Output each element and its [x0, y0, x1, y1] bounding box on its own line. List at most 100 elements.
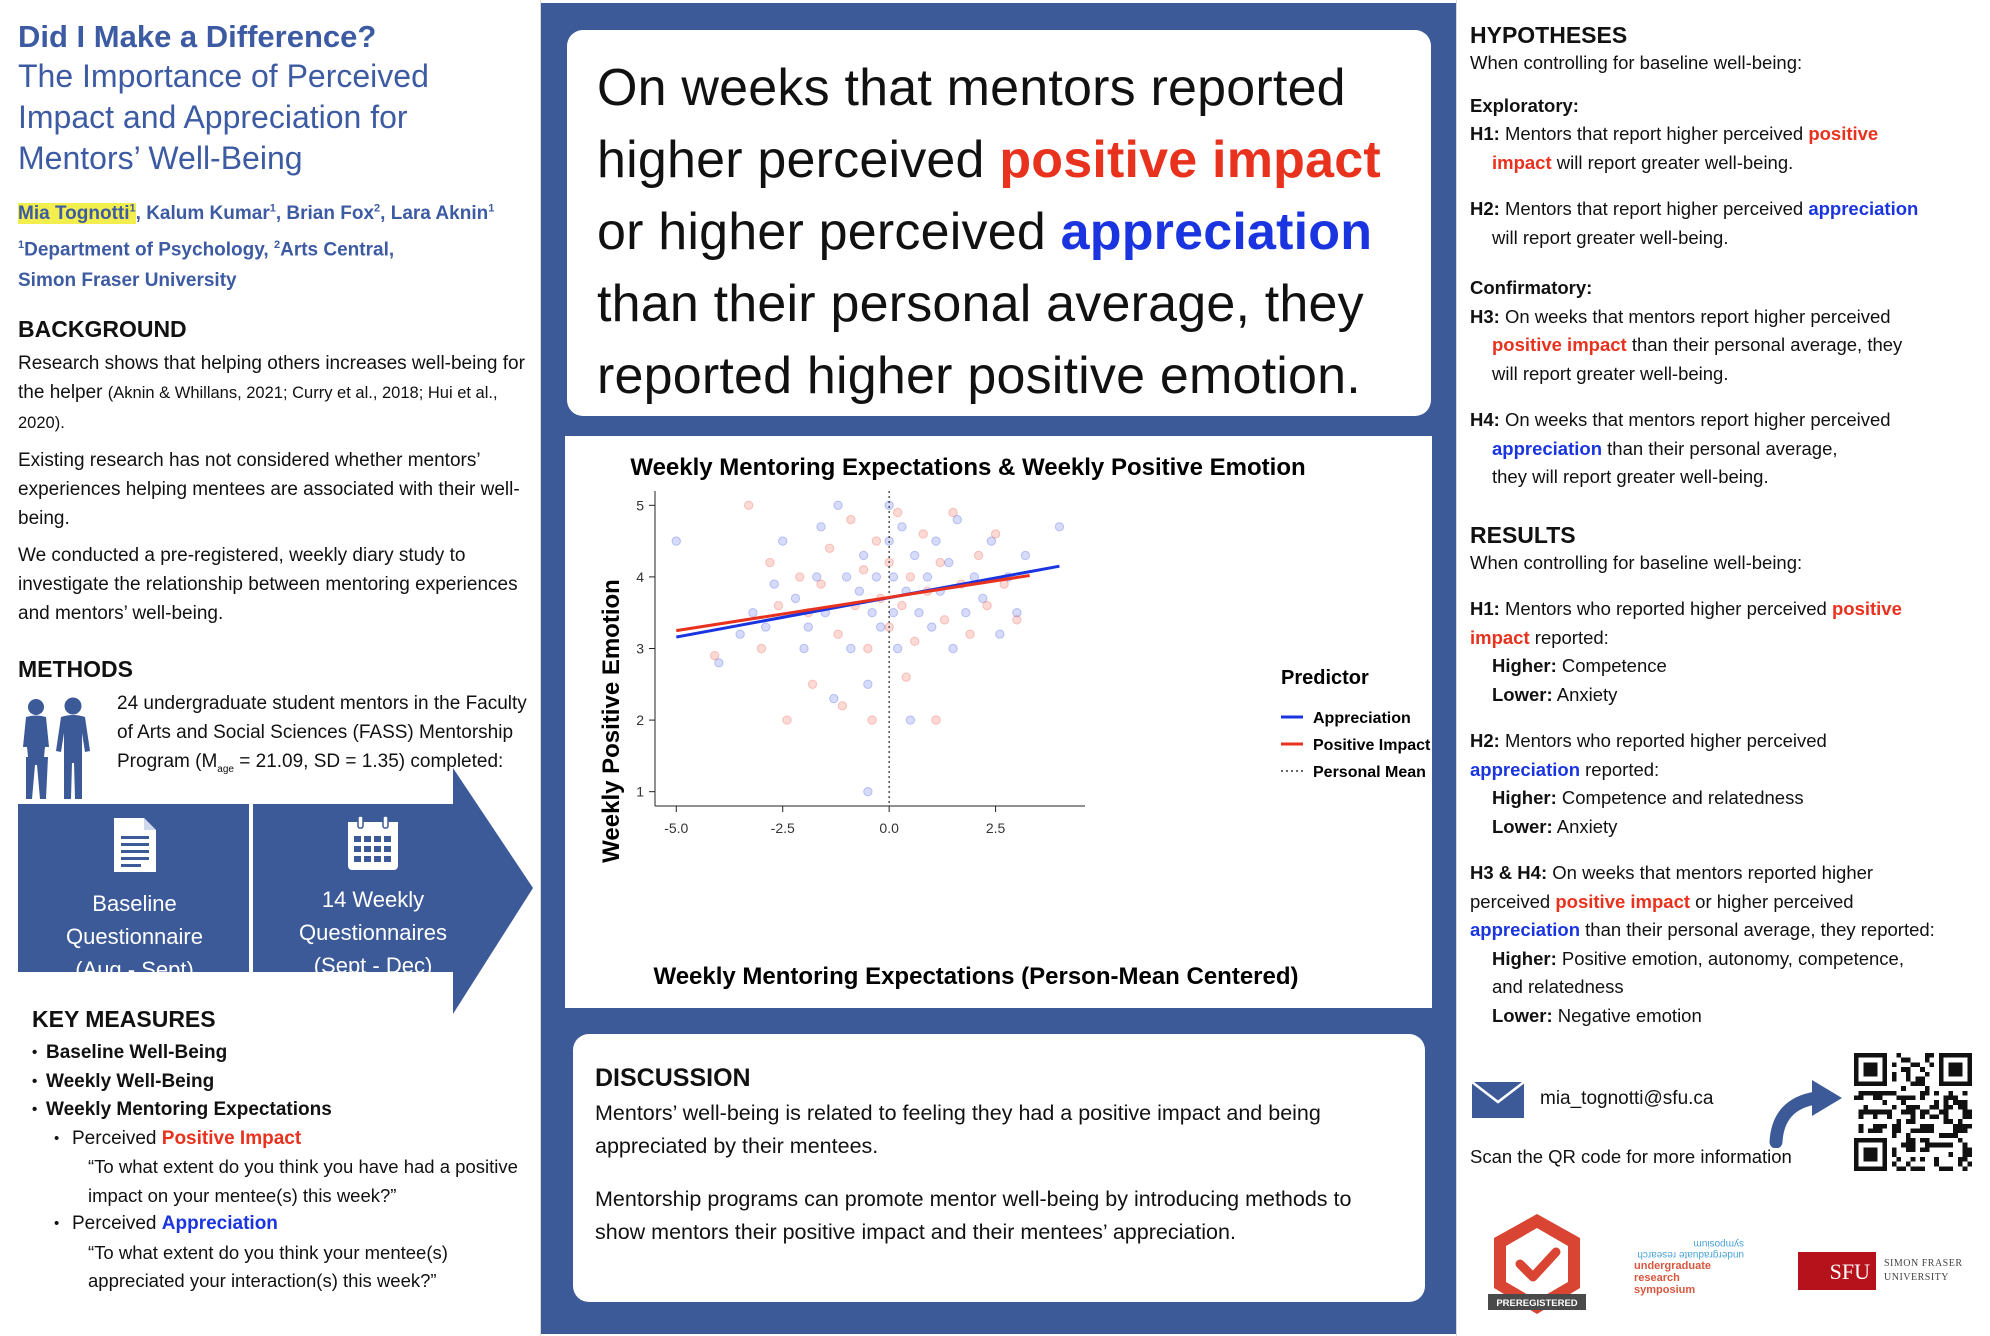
measure-baseline: Baseline Well-Being [32, 1039, 537, 1068]
result-h2: H2: Mentors who reported higher perceive… [1470, 730, 1827, 837]
point-appreciation [863, 679, 873, 689]
background-paragraph-1: Research shows that helping others incre… [18, 352, 525, 432]
point-appreciation [833, 500, 843, 511]
point-appreciation [922, 572, 933, 582]
preregistered-badge: PREREGISTERED [1488, 1214, 1586, 1314]
point-appreciation [892, 643, 903, 654]
point-positive-impact [773, 600, 784, 611]
point-positive-impact [1012, 615, 1022, 625]
hypothesis-h3: H3: On weeks that mentors report higher … [1470, 305, 1903, 384]
y-tick-label: 3 [636, 641, 644, 657]
hypotheses-heading: HYPOTHESES [1470, 22, 1628, 48]
headline-finding: On weeks that mentors reported higher pe… [567, 30, 1431, 416]
point-appreciation [790, 593, 801, 604]
logos-row: PREREGISTERED undergraduate research sym… [1470, 1210, 1990, 1330]
point-positive-impact [765, 557, 775, 568]
point-appreciation [714, 658, 724, 668]
point-appreciation [948, 643, 958, 654]
point-appreciation [799, 643, 809, 654]
point-appreciation [760, 622, 771, 632]
point-appreciation [986, 536, 997, 546]
point-positive-impact [709, 650, 720, 661]
measure-positive-impact: Perceived Positive Impact [32, 1125, 537, 1154]
y-tick-label: 5 [636, 497, 644, 513]
methods-text: 24 undergraduate student mentors in the … [117, 692, 527, 775]
discussion-heading: DISCUSSION [595, 1064, 751, 1092]
key-measures-list: Baseline Well-Being Weekly Well-Being We… [32, 1039, 537, 1296]
curved-arrow-icon [1769, 1080, 1842, 1148]
fit-line-positive-impact [676, 573, 1030, 633]
point-appreciation [978, 593, 988, 604]
point-positive-impact [935, 557, 945, 568]
hypothesis-h2: H2: Mentors that report higher perceived… [1470, 198, 1919, 248]
question-appreciation: “To what extent do you think your mentee… [88, 1241, 448, 1292]
point-positive-impact [858, 565, 869, 575]
point-appreciation [1054, 522, 1065, 532]
right-column: HYPOTHESES When controlling for baseline… [1470, 0, 1990, 1336]
weekly-questionnaires-step: 14 Weekly Questionnaires (Sept - Dec) [253, 804, 493, 978]
university: Simon Fraser University [18, 269, 237, 291]
y-tick-label: 1 [636, 784, 644, 800]
discussion-paragraph-2: Mentorship programs can promote mentor w… [595, 1187, 1352, 1244]
point-appreciation [812, 572, 822, 582]
qr-instruction: Scan the QR code for more information [1470, 1146, 1792, 1167]
point-appreciation [944, 557, 954, 568]
point-positive-impact [807, 679, 818, 689]
author-4: , Lara Aknin1 [380, 203, 495, 225]
chart-xlabel: Weekly Mentoring Expectations (Person-Me… [653, 963, 1298, 990]
scatter-chart: Weekly Mentoring Expectations & Weekly P… [598, 454, 1431, 990]
hypotheses-intro: When controlling for baseline well-being… [1470, 52, 1803, 73]
preregistered-label: PREREGISTERED [1496, 1298, 1577, 1309]
point-appreciation [952, 514, 962, 525]
x-tick-label: 2.5 [986, 820, 1006, 836]
point-positive-impact [918, 529, 928, 539]
point-positive-impact [973, 550, 984, 561]
point-appreciation [888, 572, 899, 582]
point-appreciation [846, 643, 856, 654]
measure-expectations: Weekly Mentoring Expectations [32, 1096, 537, 1125]
point-appreciation [910, 550, 920, 561]
qr-code[interactable] [1854, 1053, 1972, 1171]
divider [540, 0, 541, 1336]
point-positive-impact [867, 715, 877, 725]
point-positive-impact [990, 529, 1001, 539]
point-appreciation [816, 522, 826, 532]
point-appreciation [897, 522, 907, 532]
point-positive-impact [892, 507, 903, 518]
point-appreciation [863, 786, 873, 797]
point-positive-impact [982, 600, 992, 611]
contact-section: mia_tognotti@sfu.ca Scan the QR code for… [1470, 1050, 1990, 1180]
author-3: , Brian Fox2 [275, 203, 381, 225]
author-list: Mia Tognotti1, Kalum Kumar1, Brian Fox2,… [18, 193, 540, 296]
point-appreciation [995, 629, 1005, 639]
x-tick-label: -5.0 [664, 820, 688, 836]
background-heading: BACKGROUND [18, 315, 187, 342]
left-column: Did I Make a Difference? The Importance … [0, 0, 540, 1336]
results-heading: RESULTS [1470, 521, 1576, 548]
point-positive-impact [846, 514, 856, 525]
divider [1456, 0, 1457, 1336]
baseline-questionnaire-step: Baseline Questionnaire (Aug - Sept) [18, 804, 251, 982]
point-appreciation [769, 579, 779, 589]
point-positive-impact [939, 615, 950, 625]
point-positive-impact [756, 643, 767, 654]
result-h3-h4: H3 & H4: On weeks that mentors reported … [1470, 862, 1935, 1026]
point-appreciation [858, 550, 869, 561]
center-column: On weeks that mentors reported higher pe… [541, 3, 1456, 1334]
poster-subtitle-line-3: Mentors’ Well-Being [18, 140, 303, 176]
point-positive-impact [833, 629, 843, 639]
y-tick-label: 2 [636, 712, 644, 728]
email-link[interactable]: mia_tognotti@sfu.ca [1540, 1088, 1714, 1109]
point-appreciation [871, 572, 882, 582]
point-appreciation [905, 715, 916, 725]
point-positive-impact [816, 579, 826, 589]
point-appreciation [748, 608, 758, 618]
poster-subtitle-line-2: Impact and Appreciation for [18, 99, 408, 135]
point-appreciation [778, 536, 788, 546]
point-positive-impact [931, 715, 941, 725]
exploratory-heading: Exploratory: [1470, 94, 1579, 116]
legend-label-personal-mean: Personal Mean [1313, 764, 1426, 781]
poster-title: Did I Make a Difference? [18, 19, 377, 54]
urs-logo: undergraduate research symposium undergr… [1634, 1238, 1744, 1296]
discussion-panel: DISCUSSION Mentors’ well-being is relate… [573, 1034, 1425, 1302]
